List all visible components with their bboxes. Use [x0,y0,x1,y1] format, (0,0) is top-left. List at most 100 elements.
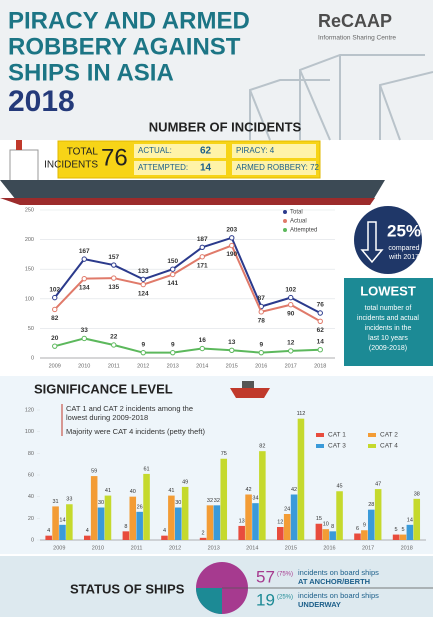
point [170,271,176,278]
data-label: 9 [363,523,366,529]
piracy-text: PIRACY: 4 [236,146,275,155]
data-label: 26 [137,504,143,510]
data-label: 14 [317,338,325,345]
bar [354,533,361,540]
point [317,347,323,353]
data-label: 42 [291,487,297,493]
point [81,275,87,282]
y-tick-label: 80 [28,451,34,457]
bar [413,498,421,540]
x-tick-label: 2016 [323,545,335,551]
armed-robbery-box [232,161,316,175]
data-label: 32 [207,498,213,504]
anchor-text: incidents on board ships [298,568,379,577]
attempted-label: ATTEMPTED: [138,163,188,172]
data-label: 14 [407,517,413,523]
bar [90,476,98,540]
x-tick-label: 2009 [49,363,61,369]
legend-marker [316,444,324,448]
actual-box [134,144,226,158]
data-label: 38 [414,491,420,497]
data-label: 10 [323,522,329,528]
data-label: 90 [287,310,295,317]
anchor-count: 57 [256,567,275,586]
data-label: 12 [287,340,295,347]
data-label: 28 [368,502,374,508]
y-tick-label: 0 [31,355,34,361]
data-label: 4 [47,528,50,534]
series-line [54,244,321,323]
data-label: 102 [285,286,296,293]
point [140,281,146,288]
bar [143,473,150,540]
data-label: 41 [168,488,174,494]
attempted-value: 14 [200,163,212,174]
data-label: 33 [81,327,89,334]
bar [97,507,105,540]
x-tick-label: 2014 [196,363,208,369]
data-label: 78 [258,318,266,325]
attempted-box [134,161,226,175]
legend-marker [316,433,324,437]
point [140,349,146,356]
data-label: 47 [375,482,381,488]
status-pie-slice [196,588,222,614]
data-label: 167 [79,248,90,255]
anchor-pct: (75%) [277,572,293,578]
bar [392,534,400,540]
data-label: 187 [197,236,208,243]
bar [361,530,368,540]
bar [277,527,284,540]
point [81,335,87,342]
bar [374,489,382,540]
bar [59,524,66,540]
bar [290,494,298,540]
point [199,244,205,250]
data-label: 124 [138,290,149,297]
point [170,266,176,272]
x-tick-label: 2018 [401,545,413,551]
data-label: 112 [297,411,306,417]
lowest-box [344,278,433,366]
underway-place: UNDERWAY [298,600,341,609]
bar [399,534,407,540]
piracy-box [232,144,316,158]
data-label: 171 [197,262,208,269]
anchor-place: AT ANCHOR/BERTH [298,577,370,586]
point [258,349,264,356]
data-label: 49 [182,479,188,485]
bar [66,504,73,540]
status-title: STATUS OF SHIPS [70,581,185,596]
data-label: 157 [108,254,119,261]
bar [129,496,137,540]
legend-marker [283,210,287,214]
x-tick-label: 2013 [167,363,179,369]
underway-pct: (25%) [277,595,293,601]
y-tick-label: 50 [28,326,34,332]
title-line: SHIPS IN ASIA [8,59,174,86]
point [111,275,117,281]
data-label: 133 [138,268,149,275]
bar [252,503,259,540]
actual-label: ACTUAL: [138,146,172,155]
point [288,302,294,308]
bar [174,507,182,540]
lowest-title: LOWEST [360,283,416,298]
point [111,262,117,268]
data-label: 4 [86,528,89,534]
data-label: 76 [317,302,325,309]
data-label: 34 [252,496,258,502]
y-tick-label: 60 [28,472,34,478]
data-label: 9 [171,341,175,348]
legend-marker [368,444,376,448]
data-label: 8 [331,524,334,530]
underway-count: 19 [256,590,275,609]
data-label: 61 [143,466,149,472]
data-label: 5 [395,527,398,533]
data-label: 13 [239,518,245,524]
percent-note: with 2017 [388,254,419,261]
data-label: 102 [49,286,60,293]
point [229,347,235,354]
y-tick-label: 150 [25,267,34,273]
